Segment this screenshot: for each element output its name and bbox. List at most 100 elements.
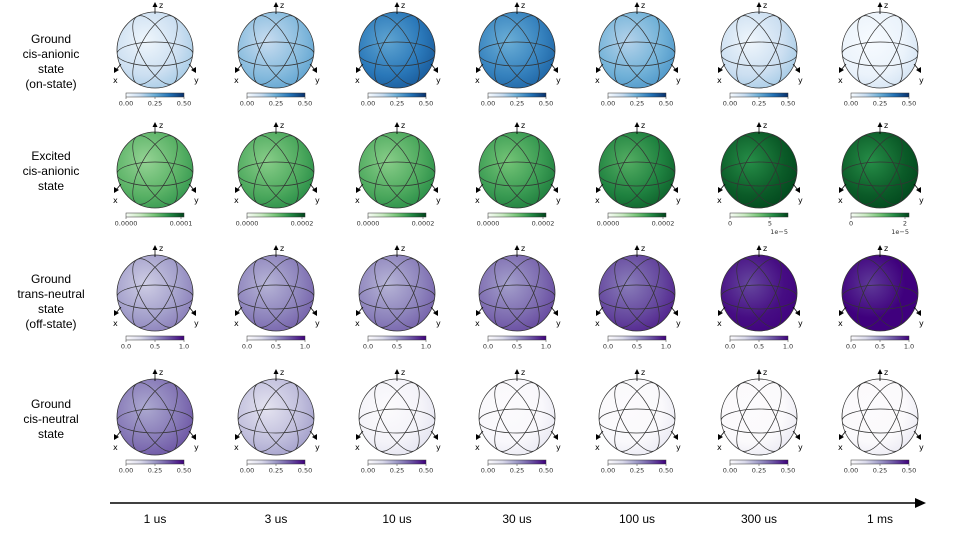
colorbar: 0.00 0.25 0.50	[481, 92, 553, 108]
colorbar-tick-label: 0.50	[298, 467, 312, 475]
colorbar: 0.0000 0.0002	[477, 212, 554, 228]
axis-label-x: x	[234, 76, 239, 85]
colorbar: 0.00 0.25 0.50	[601, 459, 673, 475]
colorbar: 0.0 0.5 1.0	[603, 335, 671, 351]
row-label-excited-cis-anionic: Excited cis-anionic state	[22, 149, 80, 193]
colorbar-tick-label: 0.25	[269, 100, 283, 108]
axis-label-x: x	[595, 196, 600, 205]
axis-label-x: x	[113, 196, 118, 205]
bloch-sphere-r1-c3: z x y	[355, 1, 441, 89]
colorbar-tick-label: 0.00	[481, 467, 495, 475]
colorbar-tick-label: 0.25	[269, 467, 283, 475]
axis-label-z: z	[521, 368, 525, 377]
colorbar-tick-label: 0.25	[390, 100, 404, 108]
bloch-sphere-r3-c3: z x y	[355, 244, 441, 332]
bloch-sphere-r2-c1: z x y	[113, 121, 199, 209]
bloch-sphere-r4-c4: z x y	[475, 368, 561, 456]
axis-label-x: x	[595, 76, 600, 85]
axis-label-x: x	[355, 319, 360, 328]
colorbar: 0.0 0.5 1.0	[483, 335, 551, 351]
bloch-sphere-r4-c5: z x y	[595, 368, 681, 456]
colorbar-tick-label: 0.0002	[652, 220, 675, 228]
colorbar-tick-label: 0.0000	[236, 220, 259, 228]
colorbar-tick-label: 0.25	[148, 467, 162, 475]
colorbar: 0.0 0.5 1.0	[121, 335, 189, 351]
bloch-sphere-r1-c7: z x y	[838, 1, 924, 89]
axis-label-y: y	[556, 76, 561, 85]
bloch-sphere-r3-c5: z x y	[595, 244, 681, 332]
colorbar-tick-label: 0.0000	[477, 220, 500, 228]
axis-label-z: z	[763, 368, 767, 377]
colorbar-tick-label: 0.0002	[291, 220, 314, 228]
colorbar-tick-label: 0.50	[902, 467, 916, 475]
colorbar-tick-label: 1.0	[541, 343, 551, 351]
bloch-sphere-r3-c1: z x y	[113, 244, 199, 332]
colorbar-tick-label: 0.00	[723, 467, 737, 475]
colorbar-tick-label: 0.00	[361, 467, 375, 475]
axis-label-z: z	[763, 121, 767, 130]
bloch-sphere-r2-c7: z x y	[838, 121, 924, 209]
axis-label-x: x	[717, 443, 722, 452]
bloch-sphere-r4-c6: z x y	[717, 368, 803, 456]
bloch-sphere-r3-c4: z x y	[475, 244, 561, 332]
colorbar-tick-label: 1.0	[661, 343, 671, 351]
axis-label-z: z	[763, 1, 767, 10]
axis-label-x: x	[717, 196, 722, 205]
axis-label-y: y	[798, 196, 803, 205]
colorbar: 0.00 0.25 0.50	[361, 459, 433, 475]
colorbar-tick-label: 0.25	[510, 467, 524, 475]
bloch-sphere-r1-c5: z x y	[595, 1, 681, 89]
colorbar-tick-label: 0.25	[148, 100, 162, 108]
colorbar-tick-label: 0.00	[119, 467, 133, 475]
colorbar: 0.0000 0.0002	[357, 212, 434, 228]
axis-label-y: y	[919, 196, 924, 205]
axis-label-z: z	[641, 121, 645, 130]
bloch-sphere-r2-c3: z x y	[355, 121, 441, 209]
colorbar-tick-label: 0.00	[240, 100, 254, 108]
axis-label-x: x	[113, 443, 118, 452]
colorbar-tick-label: 0.25	[873, 100, 887, 108]
colorbar-tick-label: 0.5	[392, 343, 402, 351]
colorbar-tick-label: 0.0	[363, 343, 373, 351]
colorbar-tick-label: 0.50	[902, 100, 916, 108]
bloch-sphere-r1-c4: z x y	[475, 1, 561, 89]
axis-label-z: z	[159, 1, 163, 10]
colorbar-tick-label: 0.0	[121, 343, 131, 351]
axis-label-x: x	[355, 76, 360, 85]
colorbar-tick-label: 5	[768, 220, 772, 228]
axis-label-y: y	[676, 443, 681, 452]
colorbar: 0.00 0.25 0.50	[723, 459, 795, 475]
bloch-sphere-r4-c2: z x y	[234, 368, 320, 456]
colorbar-tick-label: 0.50	[419, 100, 433, 108]
colorbar-tick-label: 1.0	[904, 343, 914, 351]
axis-label-z: z	[884, 1, 888, 10]
colorbar-tick-label: 0.50	[781, 100, 795, 108]
bloch-sphere-r3-c2: z x y	[234, 244, 320, 332]
colorbar: 0.00 0.25 0.50	[240, 92, 312, 108]
colorbar-tick-label: 0.5	[632, 343, 642, 351]
colorbar: 0.00 0.25 0.50	[844, 92, 916, 108]
bloch-sphere-r1-c6: z x y	[717, 1, 803, 89]
axis-label-x: x	[475, 196, 480, 205]
colorbar-tick-label: 0.25	[873, 467, 887, 475]
time-label-1us: 1 us	[143, 512, 167, 526]
colorbar-tick-label: 0.50	[659, 100, 673, 108]
axis-label-y: y	[436, 443, 441, 452]
bloch-sphere-r2-c6: z x y	[717, 121, 803, 209]
colorbar-tick-label: 0.50	[539, 467, 553, 475]
colorbar-tick-label: 0.0001	[170, 220, 193, 228]
axis-label-x: x	[838, 196, 843, 205]
axis-label-x: x	[475, 319, 480, 328]
colorbar: 0.00 0.25 0.50	[601, 92, 673, 108]
axis-label-z: z	[401, 1, 405, 10]
axis-label-x: x	[234, 443, 239, 452]
axis-label-z: z	[521, 121, 525, 130]
colorbar-tick-label: 0.50	[539, 100, 553, 108]
colorbar-tick-label: 0.00	[240, 467, 254, 475]
axis-label-z: z	[641, 1, 645, 10]
time-axis-arrow	[110, 498, 926, 508]
bloch-sphere-r2-c2: z x y	[234, 121, 320, 209]
time-label-3us: 3 us	[264, 512, 288, 526]
axis-label-x: x	[475, 443, 480, 452]
